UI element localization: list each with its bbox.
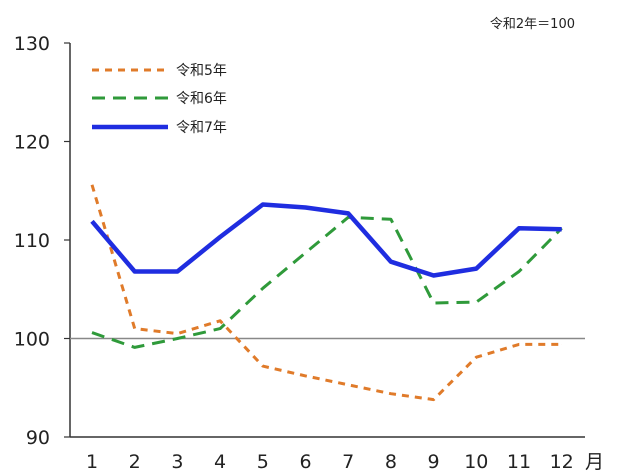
y-tick-label: 90 [26, 427, 50, 449]
x-tick-label: 11 [507, 451, 531, 473]
y-tick-label: 100 [14, 329, 50, 351]
x-tick-label: 1 [86, 451, 98, 473]
x-tick-label: 12 [550, 451, 574, 473]
x-tick-label: 10 [464, 451, 488, 473]
series-line-3 [90, 202, 562, 278]
unit-note: 令和2年＝100 [490, 17, 575, 32]
legend-label-2: 令和6年 [176, 91, 227, 107]
x-tick-label: 6 [299, 451, 311, 473]
x-tick-label: 5 [257, 451, 269, 473]
x-tick-label: 8 [385, 451, 397, 473]
x-tick-label: 3 [171, 451, 183, 473]
y-tick-label: 130 [14, 33, 50, 55]
x-axis-unit: 月 [585, 451, 604, 473]
y-tick-label: 120 [14, 132, 50, 154]
series-line-1 [90, 184, 562, 402]
x-tick-label: 2 [129, 451, 141, 473]
y-tick-label: 110 [14, 230, 50, 252]
x-tick-label: 9 [428, 451, 440, 473]
series-line-2 [91, 215, 563, 349]
x-tick-label: 7 [342, 451, 354, 473]
legend-label-1: 令和5年 [176, 63, 227, 79]
legend-label-3: 令和7年 [176, 120, 227, 136]
x-tick-label: 4 [214, 451, 226, 473]
